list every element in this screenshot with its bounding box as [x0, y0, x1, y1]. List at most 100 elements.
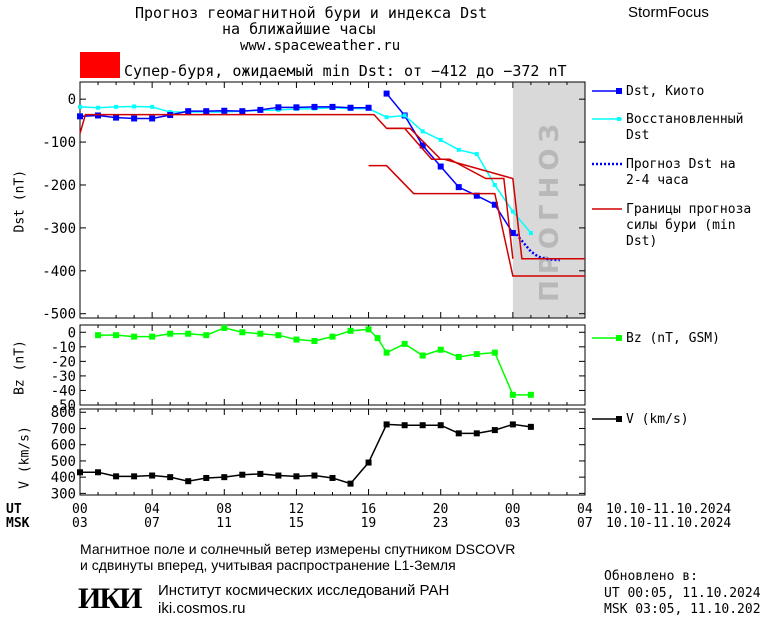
series-1-0-point [95, 332, 102, 339]
series-0-1-point [528, 231, 533, 236]
iki-logo: ИКИ [78, 582, 142, 615]
series-1-0-point [167, 330, 174, 337]
msk-tick-label: 03 [72, 516, 88, 531]
plot-frame-2 [79, 408, 586, 496]
legend-dst-kyoto: Dst, Киото [626, 84, 705, 99]
series-2-0-line [80, 423, 531, 485]
updated-msk: MSK 03:05, 11.10.2024 [604, 602, 760, 617]
series-1-0-line [98, 327, 531, 396]
ut-tick-label: 08 [216, 502, 232, 517]
series-1-0-point [437, 346, 444, 353]
series-1-0-point [149, 333, 156, 340]
series-2-0-point [419, 422, 426, 429]
series-2-0-point [311, 472, 318, 479]
series-0-1-point [438, 137, 443, 142]
ut-tick-label: 20 [432, 502, 449, 517]
series-2-0-point [473, 430, 480, 437]
legend-dst-forecast: Прогноз Dst на 2-4 часа [626, 157, 736, 188]
series-2-0-point [437, 422, 444, 429]
series-0-1-point [510, 209, 515, 214]
series-0-1-point [474, 152, 479, 157]
series-0-1-point [168, 110, 173, 115]
legend-glyph-restored-marker [617, 117, 621, 121]
updated-ut: UT 00:05, 11.10.2024 [604, 586, 760, 601]
msk-label: MSK [6, 516, 30, 531]
series-0-2-point [131, 115, 138, 122]
y-tick-label: -300 [42, 221, 76, 237]
series-1-0-point [509, 391, 516, 398]
series-1-0-point [419, 352, 426, 359]
y-tick-label: 300 [51, 486, 76, 502]
legend-restored-dst: Восстановленный Dst [626, 112, 744, 143]
series-2-0-point [347, 480, 354, 487]
series-0-2-point [329, 103, 336, 110]
forecast-watermark: ПРОГНОЗ [535, 118, 565, 302]
y-tick-label: 0 [68, 325, 76, 341]
series-1-0-point [329, 333, 336, 340]
ut-tick-label: 04 [144, 502, 160, 517]
series-1-0-point [347, 327, 354, 334]
site-url: www.spaceweather.ru [240, 38, 401, 54]
series-1-0-point [455, 354, 462, 360]
ut-tick-label: 04 [577, 502, 593, 517]
ut-tick-label: 00 [72, 502, 88, 517]
series-1-0-point [374, 335, 381, 342]
chart-title: Прогноз геомагнитной бури и индекса Dst [135, 4, 488, 22]
series-0-2-point [365, 104, 372, 111]
dst-axis-label: Dst (nT) [12, 169, 28, 233]
series-1-0-point [311, 338, 318, 344]
series-2-0-point [239, 471, 246, 478]
msk-tick-label: 19 [360, 516, 377, 531]
series-2-0-point [275, 472, 282, 479]
y-tick-label: -30 [51, 369, 76, 385]
y-tick-label: -500 [42, 307, 76, 323]
institute-url[interactable]: iki.cosmos.ru [158, 600, 246, 617]
series-1-0-point [473, 351, 480, 358]
legend-bz: Bz (nT, GSM) [626, 331, 720, 346]
series-0-1-point [114, 104, 119, 109]
series-0-1-point [150, 104, 155, 109]
y-tick-label: -400 [42, 264, 76, 280]
footer-note-line2: и сдвинуты вперед, учитывая распростране… [80, 557, 456, 573]
y-tick-label: -200 [42, 178, 76, 194]
series-0-2-point [113, 114, 120, 121]
series-0-2-point [257, 106, 264, 113]
y-tick-label: 0 [68, 92, 76, 108]
series-1-0-point [131, 333, 138, 340]
institute-name: Институт космических исследований РАН [158, 582, 450, 599]
brand-label: StormFocus [628, 4, 709, 21]
series-0-1-point [456, 147, 461, 152]
y-tick-label: -20 [51, 354, 76, 370]
series-1-0-point [257, 330, 264, 337]
series-0-1-point [492, 182, 497, 187]
series-0-2-point [95, 112, 102, 119]
series-0-4-line [368, 164, 585, 277]
updated-label: Обновлено в: [604, 569, 698, 584]
series-2-0-point [383, 421, 390, 428]
series-0-2-point [185, 108, 192, 115]
series-2-0-point [491, 427, 498, 434]
series-2-0-point [401, 422, 408, 429]
series-2-0-point [203, 474, 210, 481]
series-2-0-point [221, 474, 228, 481]
series-0-2-point [311, 103, 318, 110]
chart-subtitle: на ближайшие часы [222, 20, 376, 38]
series-0-0-point [473, 192, 480, 199]
series-0-0-point [383, 90, 390, 97]
series-0-1-point [402, 113, 407, 118]
series-0-1-line [79, 105, 532, 234]
series-0-1-point [132, 104, 137, 109]
series-2-0-point [365, 459, 372, 466]
alert-color-swatch [80, 52, 120, 78]
legend-glyph-dst-marker [616, 88, 622, 94]
msk-date-range: 10.10-11.10.2024 [606, 516, 732, 531]
series-2-0-point [95, 469, 102, 476]
ut-tick-label: 16 [360, 502, 377, 517]
series-0-2-point [275, 104, 282, 111]
legend-storm-bounds: Границы прогноза силы бури (min Dst) [626, 202, 752, 249]
series-0-1-point [384, 115, 389, 120]
series-1-0-point [203, 332, 210, 339]
ut-tick-label: 00 [504, 502, 521, 517]
series-1-0-point [275, 332, 282, 339]
